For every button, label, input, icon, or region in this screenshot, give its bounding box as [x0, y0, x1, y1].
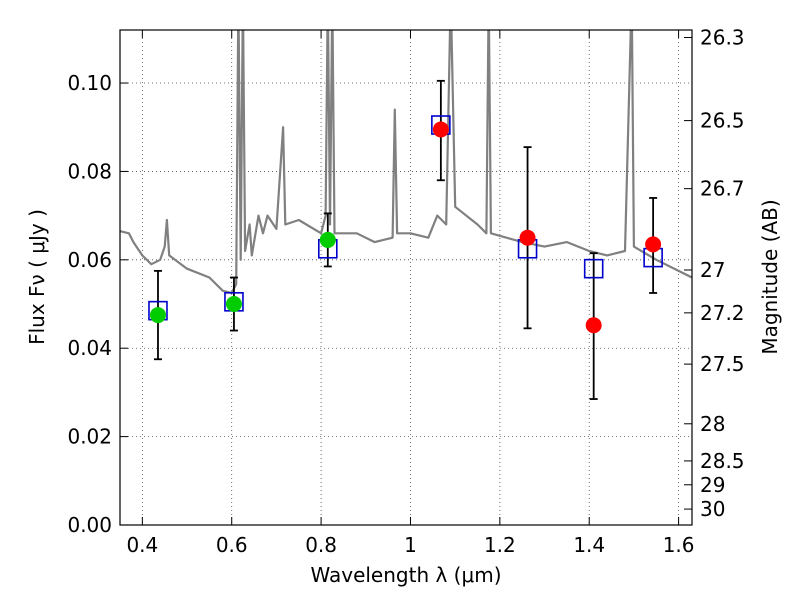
y-axis-ticks: 0.00 0.02 0.04 0.06 0.08 0.10: [67, 71, 128, 537]
y-tick-label: 0.02: [67, 425, 112, 449]
right-tick-label: 28: [700, 412, 725, 436]
observed-flux-point: [432, 121, 449, 138]
right-tick-label: 29: [700, 473, 725, 497]
y-tick-label: 0.10: [67, 71, 112, 95]
x-tick-label: 0.8: [305, 533, 337, 557]
right-tick-label: 30: [700, 497, 725, 521]
right-tick-label: 28.5: [700, 449, 745, 473]
observed-flux-point: [319, 231, 336, 248]
x-axis-label: Wavelength λ (μm): [310, 563, 501, 587]
plot-frame: [119, 29, 693, 526]
y-axis-label: Flux Fν ( μJy ): [25, 209, 49, 345]
x-axis-ticks: 0.4 0.6 0.8 1 1.2 1.4 1.6: [126, 30, 695, 557]
x-tick-label: 0.4: [126, 533, 158, 557]
x-tick-label: 1: [404, 533, 417, 557]
y-tick-label: 0.08: [67, 159, 112, 183]
x-tick-label: 0.6: [216, 533, 248, 557]
observed-flux-point: [225, 296, 242, 313]
model-photometry-square: [583, 258, 604, 279]
right-tick-label: 26.3: [700, 26, 745, 50]
y-tick-label: 0.04: [67, 336, 112, 360]
right-tick-label: 27.2: [700, 301, 745, 325]
y-tick-label: 0.00: [67, 513, 112, 537]
observed-flux-series: [149, 121, 662, 334]
model-photometry-series: [148, 115, 663, 321]
right-axis-label: Magnitude (AB): [758, 199, 782, 354]
x-tick-label: 1.6: [663, 533, 695, 557]
right-tick-label: 27.5: [700, 352, 745, 376]
x-tick-label: 1.4: [573, 533, 605, 557]
observed-flux-point: [585, 317, 602, 334]
right-tick-label: 27: [700, 258, 725, 282]
right-tick-label: 26.7: [700, 177, 745, 201]
spectrum-series: [120, 30, 692, 295]
y-tick-label: 0.06: [67, 248, 112, 272]
observed-flux-point: [149, 307, 166, 324]
x-tick-label: 1.2: [484, 533, 516, 557]
observed-flux-point: [519, 229, 536, 246]
spectrum-line: [120, 30, 692, 295]
grid-lines: [120, 30, 692, 526]
observed-flux-point: [645, 236, 662, 253]
errorbar-series: [153, 79, 658, 400]
right-tick-label: 26.5: [700, 109, 745, 133]
